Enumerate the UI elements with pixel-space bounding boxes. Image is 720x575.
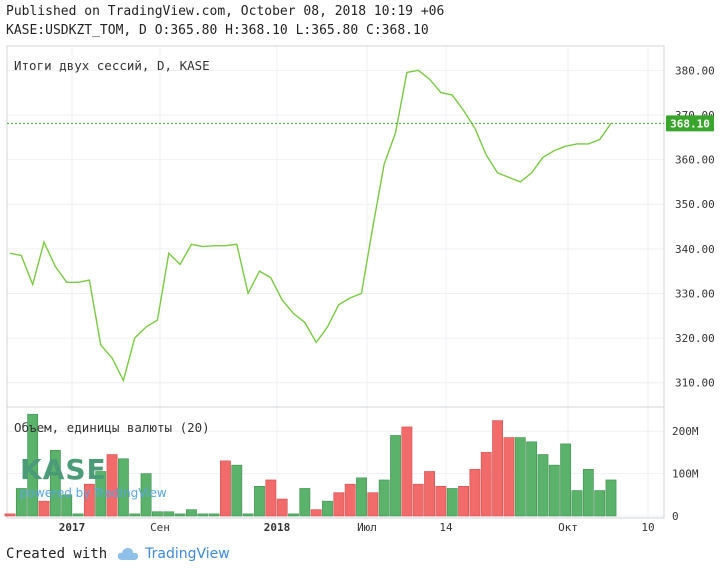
footer: Created with TradingView <box>6 546 230 562</box>
volume-bar <box>61 494 73 517</box>
last-price-tag-bg <box>666 115 714 132</box>
volume-bars <box>4 413 617 517</box>
volume-bar <box>129 513 141 517</box>
volume-bar <box>322 500 333 517</box>
volume-bar <box>526 441 538 517</box>
time-tick-label: Сен <box>150 521 170 534</box>
time-tick-label: Окт <box>558 521 578 534</box>
volume-bar <box>4 513 16 517</box>
volume-bar <box>333 492 345 517</box>
price-axis: 310.00320.00330.00340.00350.00360.00370.… <box>675 64 715 389</box>
volume-bar <box>424 471 435 517</box>
volume-bar <box>594 490 606 517</box>
volume-bar <box>288 513 299 517</box>
volume-bar <box>117 458 129 517</box>
time-tick-label: 2018 <box>264 521 291 534</box>
time-tick-label: Июл <box>357 521 377 534</box>
volume-bar <box>537 454 549 517</box>
volume-axis: 0 100M 200M <box>672 425 699 523</box>
volume-bar <box>458 486 469 517</box>
volume-bar <box>220 460 231 517</box>
price-tick-label: 340.00 <box>675 243 715 256</box>
volume-bar <box>231 464 243 517</box>
chart-frame <box>6 45 665 519</box>
volume-bar <box>174 513 186 517</box>
price-tick-label: 330.00 <box>675 287 715 300</box>
volume-bar <box>72 513 84 517</box>
volume-bar <box>95 471 107 517</box>
volume-bar <box>435 486 447 517</box>
created-with-text: Created with <box>6 546 108 562</box>
volume-tick-label: 200M <box>672 425 699 438</box>
volume-bar <box>492 420 504 517</box>
volume-bar <box>242 513 254 517</box>
time-tick-label: 2017 <box>59 521 86 534</box>
volume-bar <box>197 513 209 517</box>
time-axis: 2017 Сен 2018 Июл 14 Окт 10 <box>59 521 655 534</box>
volume-bar <box>514 437 526 517</box>
volume-bar <box>356 477 367 517</box>
powered-by-text: powered by TradingView <box>20 486 167 500</box>
published-header: Published on TradingView.com, October 08… <box>6 4 445 19</box>
ohlc-header: KASE:USDKZT_TOM, D O:365.80 H:368.10 L:3… <box>6 23 429 38</box>
volume-bar <box>276 498 288 517</box>
volume-bar <box>344 483 356 517</box>
price-pane-title: Итоги двух сессий, D, KASE <box>14 58 210 73</box>
volume-bar <box>38 500 50 517</box>
volume-bar <box>265 479 277 517</box>
volume-bar <box>503 437 515 517</box>
volume-tick-label: 100M <box>672 468 699 481</box>
tradingview-brand: TradingView <box>145 546 230 562</box>
kase-watermark: KASE powered by TradingView <box>20 453 167 501</box>
volume-bar <box>582 469 594 517</box>
volume-bar <box>571 490 583 517</box>
price-line <box>9 69 612 383</box>
volume-bar <box>560 443 572 517</box>
volume-bar <box>390 435 401 517</box>
cloud-icon <box>117 548 139 560</box>
price-tick-label: 350.00 <box>675 198 715 211</box>
volume-bar <box>469 469 481 517</box>
volume-bar <box>548 464 560 517</box>
time-tick-label: 14 <box>439 521 453 534</box>
volume-bar <box>401 426 413 517</box>
volume-bar <box>49 449 61 517</box>
volume-bar <box>140 473 152 517</box>
price-tick-label: 360.00 <box>675 154 715 167</box>
volume-bar <box>15 488 27 517</box>
price-line-group <box>7 69 664 383</box>
price-tick-label: 320.00 <box>675 332 715 345</box>
volume-bar <box>83 483 95 517</box>
volume-bar <box>480 452 492 517</box>
volume-bar <box>299 488 311 517</box>
volume-bar <box>163 511 175 517</box>
volume-bar <box>208 513 220 517</box>
last-price-tag-label: 368.10 <box>670 117 710 130</box>
volume-tick-label: 0 <box>672 510 679 523</box>
volume-bar <box>378 479 390 517</box>
volume-bar <box>605 479 617 517</box>
volume-pane-title: Объем, единицы валюты (20) <box>14 420 210 435</box>
volume-bar <box>186 509 197 517</box>
time-tick-label: 10 <box>641 521 654 534</box>
price-tick-label: 380.00 <box>675 64 715 77</box>
volume-bar <box>254 486 265 517</box>
last-price-tag: 368.10 <box>666 115 714 132</box>
volume-bar <box>412 483 424 517</box>
tradingview-link[interactable]: TradingView <box>117 546 230 562</box>
volume-bar <box>367 492 379 517</box>
volume-bar <box>152 511 163 517</box>
price-tick-label: 310.00 <box>675 377 715 390</box>
volume-bar <box>446 488 458 517</box>
volume-bar <box>106 454 118 517</box>
volume-bar <box>310 509 322 517</box>
volume-bar <box>27 413 39 517</box>
kase-logo: KASE <box>20 453 107 486</box>
